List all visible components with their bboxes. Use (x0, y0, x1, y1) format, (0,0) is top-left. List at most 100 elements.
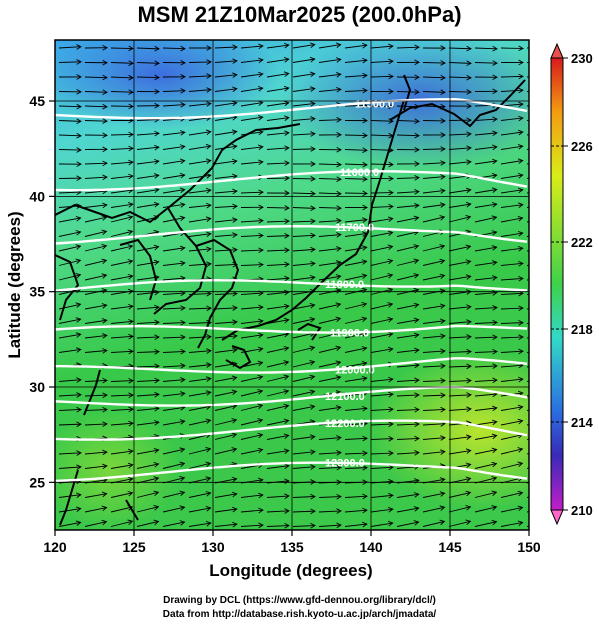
wind-arrow (266, 115, 290, 121)
wind-arrow (396, 435, 420, 442)
wind-arrow (370, 406, 394, 413)
wind-arrow (344, 273, 368, 281)
wind-arrow (474, 363, 498, 369)
wind-arrow (344, 87, 368, 94)
x-tick-label: 120 (43, 539, 67, 555)
x-tick-label: 145 (438, 539, 462, 555)
wind-arrow (110, 505, 134, 513)
wind-arrow (214, 305, 238, 311)
wind-arrow (474, 419, 498, 426)
wind-arrow (58, 59, 82, 65)
wind-arrow (292, 161, 316, 167)
wind-arrow (474, 447, 498, 455)
y-tick-label: 30 (29, 379, 45, 395)
wind-arrow (422, 273, 446, 281)
wind-arrow (474, 334, 498, 341)
wind-arrow (292, 116, 316, 122)
colorbar-label: 222 (571, 235, 593, 250)
wind-arrow (370, 58, 394, 65)
wind-arrow (318, 218, 342, 224)
footer-credit-line-1: Drawing by DCL (https://www.gfd-dennou.o… (163, 595, 436, 606)
wind-arrow (318, 316, 342, 324)
wind-arrow (266, 433, 290, 440)
wind-arrow (58, 421, 82, 428)
wind-arrow (214, 347, 238, 354)
wind-arrow (318, 246, 342, 252)
wind-arrow (84, 59, 108, 66)
temperature-field (55, 40, 529, 530)
wind-arrow (422, 435, 446, 441)
wind-arrow (240, 85, 264, 92)
wind-arrow (344, 217, 368, 223)
wind-arrow (136, 391, 160, 398)
wind-arrow (500, 144, 524, 150)
wind-arrow (188, 390, 212, 397)
wind-arrow (136, 363, 160, 370)
wind-arrow (474, 116, 498, 123)
wind-arrow (500, 87, 524, 94)
wind-arrow (84, 392, 108, 399)
wind-arrow (396, 244, 420, 252)
wind-arrow (344, 435, 368, 442)
wind-arrow (266, 218, 290, 225)
wind-arrow (370, 421, 394, 427)
wind-arrow (448, 145, 472, 151)
wind-arrow (292, 56, 316, 63)
colorbar-label: 214 (571, 415, 593, 430)
wind-arrow (162, 490, 186, 498)
wind-arrow (292, 493, 316, 500)
wind-arrow (162, 45, 186, 52)
wind-arrow (188, 101, 212, 107)
wind-arrow (266, 85, 290, 92)
wind-arrow (526, 438, 529, 440)
wind-arrow (422, 89, 446, 96)
wind-arrow (292, 146, 316, 152)
wind-arrow (344, 405, 368, 412)
wind-arrow (84, 303, 108, 310)
wind-arrow (214, 319, 238, 325)
wind-arrow (526, 467, 529, 469)
map-title: MSM 21Z10Mar2025 (200.0hPa) (137, 2, 462, 27)
wind-arrow (292, 522, 316, 529)
wind-arrow (162, 245, 186, 252)
wind-arrow (318, 464, 342, 471)
wind-arrow (136, 130, 160, 137)
wind-arrow (240, 114, 264, 121)
wind-arrow (422, 348, 446, 354)
wind-arrow (500, 447, 524, 455)
wind-arrow (84, 160, 108, 167)
wind-arrow (58, 203, 82, 209)
wind-arrow (266, 463, 290, 470)
contour-label: 11600.0 (340, 167, 379, 179)
wind-arrow (422, 160, 446, 166)
wind-arrow (266, 42, 290, 49)
wind-arrow (318, 176, 342, 182)
wind-arrow (84, 491, 108, 498)
wind-arrow (136, 102, 160, 109)
wind-arrow (448, 406, 472, 412)
wind-arrow (240, 522, 264, 529)
wind-arrow (110, 519, 134, 527)
wind-arrow (292, 190, 316, 197)
wind-arrow (292, 360, 316, 368)
wind-arrow (162, 172, 186, 179)
wind-arrow (474, 319, 498, 326)
wind-arrow (526, 380, 529, 382)
wind-arrow (188, 45, 212, 51)
wind-arrow (266, 100, 290, 107)
wind-arrow (136, 289, 160, 296)
wind-arrow (396, 273, 420, 281)
wind-arrow (214, 290, 238, 297)
wind-arrow (422, 244, 446, 252)
wind-arrow (110, 420, 134, 427)
wind-arrow (526, 496, 529, 498)
wind-arrow (266, 389, 290, 397)
wind-arrow (188, 173, 212, 179)
wind-arrow (240, 507, 264, 514)
wind-arrow (240, 144, 264, 151)
wind-arrow (188, 158, 212, 165)
y-tick-label: 25 (29, 474, 45, 490)
wind-arrow (110, 202, 134, 208)
wind-arrow (370, 73, 394, 80)
wind-arrow (474, 260, 498, 266)
